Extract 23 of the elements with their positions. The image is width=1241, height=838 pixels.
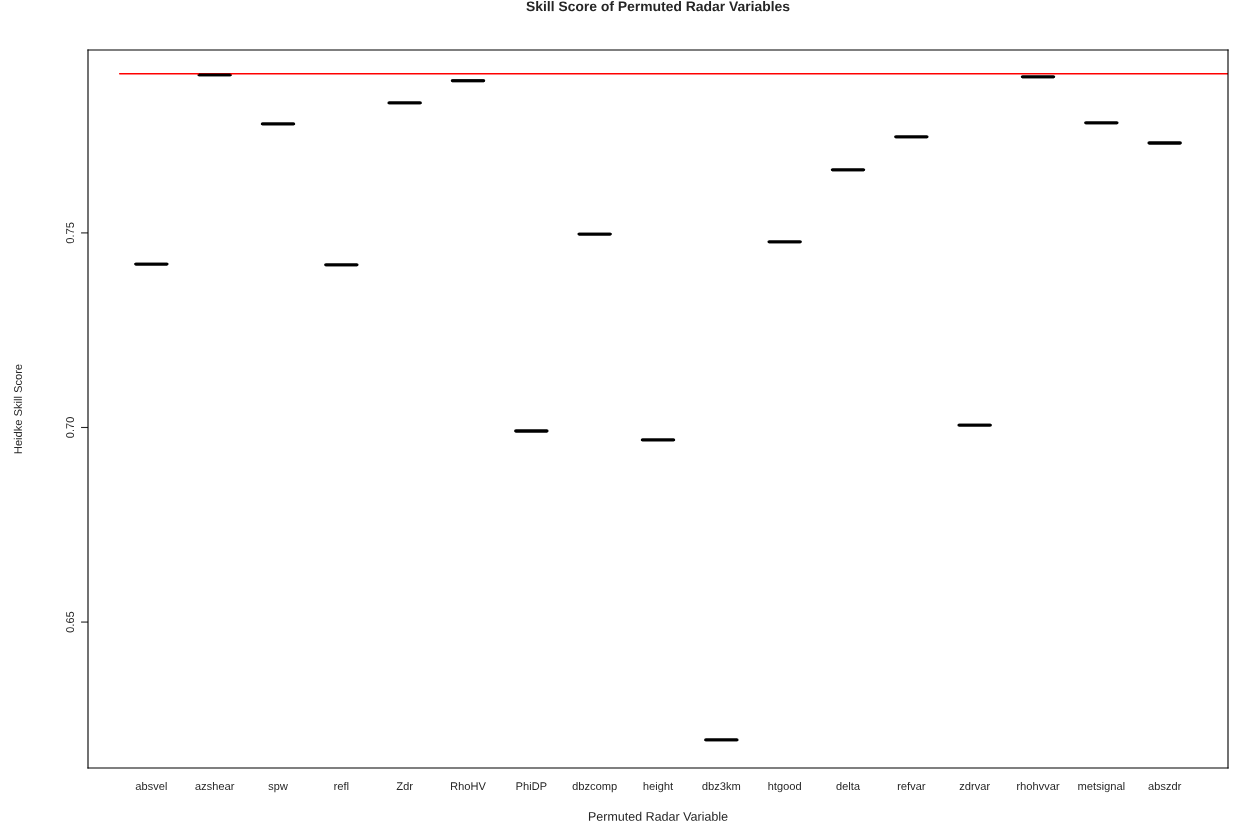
x-tick-label: refl <box>334 781 349 791</box>
x-tick-label: zdrvar <box>959 781 990 791</box>
x-tick-label: height <box>643 781 674 793</box>
x-tick-label: abszdr <box>1148 781 1182 791</box>
y-tick-label: 0.75 <box>66 222 74 244</box>
x-tick-label: absvel <box>135 781 167 791</box>
chart-title: Skill Score of Permuted Radar Variables <box>526 1 790 12</box>
x-tick-label: azshear <box>195 781 235 791</box>
x-tick-label: rhohvvar <box>1017 781 1060 791</box>
y-axis-title: Heidke Skill Score <box>13 364 22 454</box>
x-tick-label: RhoHV <box>451 781 486 791</box>
y-tick-label: 0.70 <box>66 417 74 438</box>
x-tick-label: spw <box>268 783 288 793</box>
x-tick-label: delta <box>836 781 861 791</box>
x-tick-label: htgood <box>768 781 801 793</box>
x-tick-label: metsignal <box>1078 781 1125 793</box>
x-tick-label: dbz3km <box>702 781 741 791</box>
x-tick-label: dbzcomp <box>572 781 617 793</box>
x-tick-label: refvar <box>897 781 926 791</box>
x-tick-label: PhiDP <box>516 781 547 790</box>
x-axis-title: Permuted Radar Variable <box>588 811 728 821</box>
y-tick-label: 0.65 <box>66 611 74 633</box>
x-tick-label: Zdr <box>396 781 413 791</box>
